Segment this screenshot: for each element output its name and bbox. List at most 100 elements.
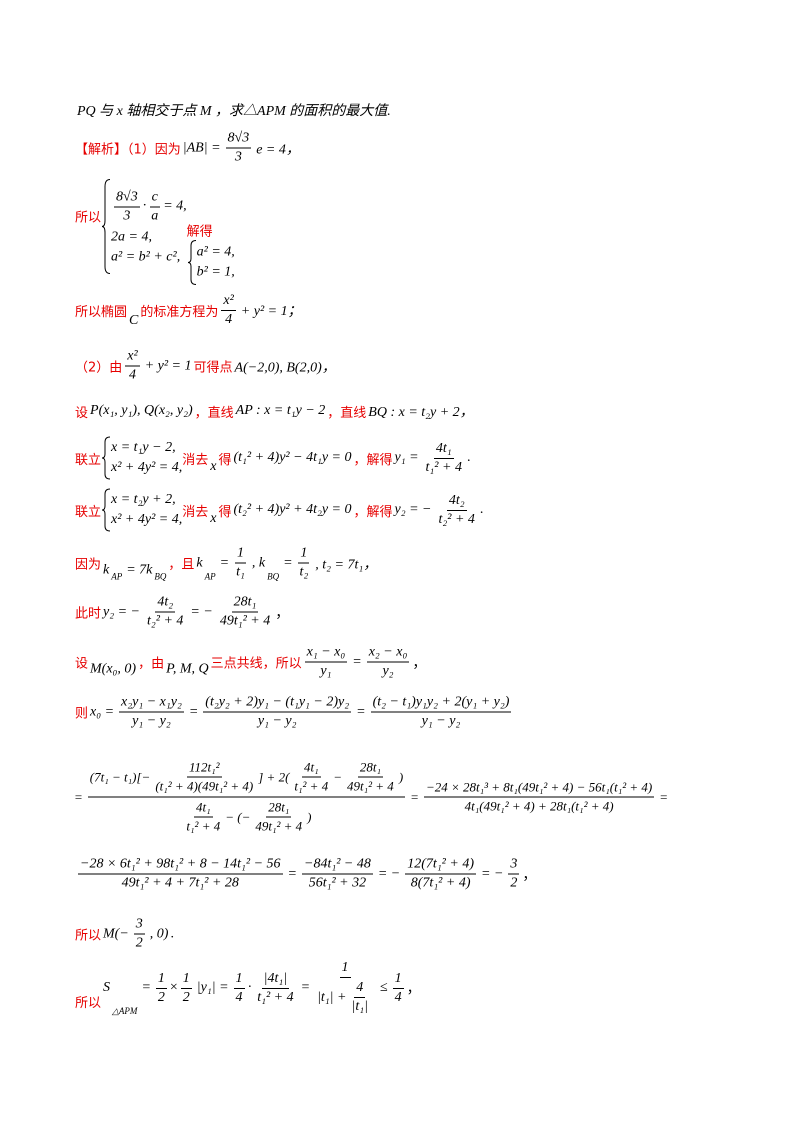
math-text: 49t₁² + 4 (255, 818, 303, 834)
math-text: ， (406, 982, 421, 997)
math-text: t₂² + 4 (438, 511, 475, 527)
math-text: = (188, 704, 199, 719)
math-text: x₂y₁ − x₁y₂ (119, 694, 184, 713)
fraction: 4t₂ t₂² + 4 (437, 492, 477, 529)
fraction: 1 t₁ (234, 545, 247, 582)
math-text: 112t₁² (186, 759, 222, 778)
text-line: 联立 x = t₂y + 2, x² + 4y² = 4, 消去 x 得 (t₂² + 4)… (75, 488, 483, 532)
math-text: y₂ = − (103, 604, 140, 619)
math-text: 3 (508, 856, 520, 875)
text-line: 【解析】（1）因为 |AB| = 8√3 3 e = 4， (75, 130, 302, 167)
fraction: 4 |t₁| (349, 979, 369, 1016)
text-line: = (7t₁ − t₁)[− 112t₁² (t₁² + 4)(49t₁² + 4)… (72, 758, 670, 837)
note-text: 设 (75, 405, 89, 421)
math-text: = 7k (126, 562, 153, 577)
math-text: 49t₁² + 4 + 7t₁² + 28 (121, 875, 239, 891)
fraction: 8√3 3 (114, 188, 140, 225)
math-text: 2a = 4, (111, 229, 152, 244)
math-text: −24 × 28t₁³ + 8t₁(49t₁² + 4) − 56t₁(t₁² … (423, 779, 655, 798)
note-text: 所以 (75, 995, 102, 1011)
math-text: 3 (123, 208, 131, 223)
math-text: ， (412, 656, 427, 671)
math-text: M(x₀, 0) (90, 661, 137, 676)
note-text: ，且 (168, 557, 195, 573)
math-text: . (466, 450, 471, 465)
math-text: y₁ = (394, 450, 419, 465)
text-line: 联立 x = t₁y − 2, x² + 4y² = 4, 消去 x 得 (t₁² + 4)… (75, 436, 470, 480)
math-text: 2 (510, 875, 518, 891)
equation-system: a² = 4, b² = 1, (197, 245, 235, 281)
fraction: −24 × 28t₁³ + 8t₁(49t₁² + 4) − 56t₁(t₁² … (423, 779, 655, 816)
brace (101, 436, 111, 480)
math-text: = (219, 555, 230, 570)
note-text: 则 (75, 706, 89, 722)
math-text: x = t₁y − 2, (111, 440, 176, 455)
fraction: 1 t₂ (298, 545, 311, 582)
math-text: y₁ − y₂ (257, 713, 297, 729)
fraction: 112t₁² (t₁² + 4)(49t₁² + 4) (153, 759, 255, 796)
note-text: 所以椭圆 (75, 304, 128, 320)
math-text: 56t₁² + 32 (308, 875, 367, 891)
note-text: 因为 (75, 557, 102, 573)
math-text: t₂² + 4 (147, 613, 184, 629)
math-text: M(− (103, 926, 129, 941)
math-text: ) (398, 769, 404, 784)
note-text: 所以 (75, 928, 102, 944)
math-text: t₁ (236, 564, 245, 580)
math-text: A(−2,0), B(2,0)， (234, 360, 336, 375)
note-text: 三点共线，所以 (210, 656, 302, 672)
math-text: 28t₁ (266, 799, 292, 818)
math-text: −84t₁² − 48 (302, 856, 373, 875)
math-text: + y² = 1； (240, 304, 302, 319)
fraction: 8√3 3 (225, 130, 252, 167)
math-text: |AB| = (182, 140, 221, 155)
fraction: 12(7t₁² + 4) 8(7t₁² + 4) (405, 856, 476, 893)
brace (101, 488, 111, 532)
math-text: . (479, 502, 484, 517)
fraction: x² 4 (221, 292, 236, 329)
note-text: 联立 (75, 504, 102, 520)
math-text: 1 (155, 970, 167, 989)
math-text: (t₁² + 4)y² − 4t₁y = 0 (233, 450, 352, 465)
math-text: t₁² + 4 (425, 459, 462, 475)
fraction: −84t₁² − 48 56t₁² + 32 (302, 856, 373, 893)
note-text: 解得 (186, 224, 213, 240)
math-text: 8√3 (225, 130, 252, 149)
equation-system: 8√3 3 · c a = 4, 2a = 4, a² = b² + c², (111, 188, 187, 265)
note-text: 的标准方程为 (140, 304, 219, 320)
fraction: 28t₁ 49t₁² + 4 (253, 799, 304, 836)
text-line: 所以 M(− 3 2 , 0). (75, 916, 174, 953)
fraction: 28t₁ 49t₁² + 4 (218, 594, 272, 631)
math-text: (t₂ − t₁)y₁y₂ + 2(y₁ + y₂) (370, 694, 512, 713)
math-text: 4 (225, 311, 233, 327)
math-text: · (142, 198, 147, 214)
math-text: = − (481, 866, 504, 881)
math-text: (t₂y₂ + 2)y₁ − (t₁y₁ − 2)y₂ (203, 694, 352, 713)
math-text: x² + 4y² = 4, (111, 460, 183, 475)
math-text: 12(7t₁² + 4) (405, 856, 476, 875)
fraction: x₁ − x₀ y₁ (304, 644, 348, 681)
math-text: = (74, 789, 83, 804)
math-text: = (300, 980, 311, 995)
text-line: 所以 S △APM = 1 2 × 1 2 |y₁| = 1 4 · |4t₁| t₁² + 4 = 1 |t₁|… (75, 959, 421, 1017)
fraction: −28 × 6t₁² + 98t₁² + 8 − 14t₁² − 56 49t₁²… (78, 856, 283, 893)
fraction: 1 |t₁| +4 |t₁| (315, 959, 375, 1017)
math-text: y₂ (382, 663, 394, 679)
math-text: 4t₂ (446, 492, 467, 511)
fraction: 4t₂ t₂² + 4 (145, 594, 185, 631)
math-text: , t₂ = 7t₁， (315, 557, 378, 572)
math-text: 2 (182, 989, 190, 1005)
math-text: 49t₁² + 4 (219, 613, 271, 629)
note-text: 得 (218, 452, 232, 468)
note-text: 消去 (182, 452, 209, 468)
math-text: (t₂² + 4)y² + 4t₂y = 0 (233, 502, 352, 517)
math-text: x² (221, 292, 236, 311)
math-text: 3 (234, 149, 242, 165)
math-text: = − (190, 604, 213, 619)
math-text: = − (377, 866, 401, 881)
equation-system: x = t₁y − 2, x² + 4y² = 4, (111, 440, 182, 476)
